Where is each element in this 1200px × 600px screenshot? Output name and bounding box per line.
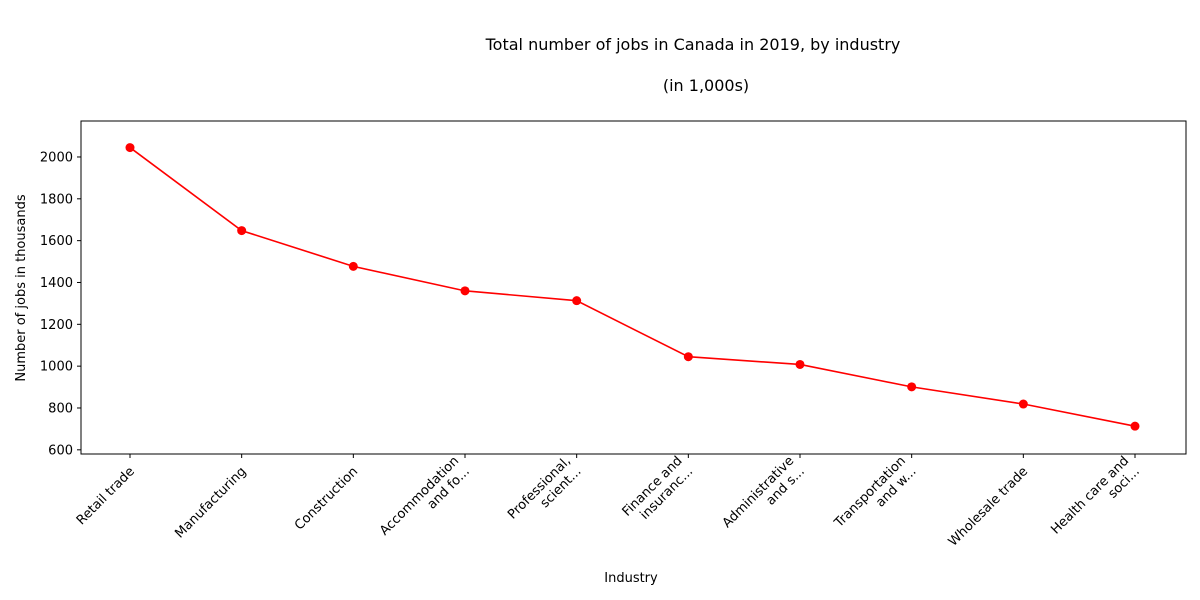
x-tick-label-line: Retail trade [74, 464, 138, 528]
y-tick-label: 1200 [40, 318, 73, 333]
x-tick-label-line: Wholesale trade [946, 464, 1031, 549]
y-axis: 600 800 1000 1200 1400 1600 1800 2000 [40, 150, 81, 458]
data-point [795, 359, 805, 369]
y-tick-label: 2000 [40, 150, 73, 165]
data-point [125, 143, 135, 153]
data-point [460, 286, 470, 296]
y-axis-label: Number of jobs in thousands [14, 194, 29, 381]
data-point [572, 296, 582, 306]
y-tick-label: 1400 [40, 276, 73, 291]
x-tick-label: Retail trade [74, 464, 138, 528]
plot-area [80, 120, 1187, 455]
x-tick-label: Finance andinsuranc... [620, 454, 697, 531]
x-tick-label: Health care andsoci... [1048, 454, 1142, 548]
data-point [907, 382, 917, 392]
y-tick-label: 1000 [40, 360, 73, 375]
data-point [683, 352, 693, 362]
series-group [125, 143, 1140, 431]
x-tick-label: Administrativeand s... [720, 454, 808, 542]
x-axis-label: Industry [604, 571, 658, 586]
series-line [129, 146, 1136, 427]
y-tick-label: 1800 [40, 192, 73, 207]
x-tick-label: Construction [292, 464, 361, 533]
y-tick-label: 600 [48, 443, 73, 458]
y-tick-label: 1600 [40, 234, 73, 249]
x-tick-label-line: Manufacturing [172, 464, 249, 541]
data-point [237, 226, 247, 236]
data-point [1130, 421, 1140, 431]
chart-title: Total number of jobs in Canada in 2019, … [485, 35, 901, 54]
x-tick-label: Manufacturing [172, 464, 249, 541]
x-tick-label: Wholesale trade [946, 464, 1031, 549]
x-tick-label-line: Construction [292, 464, 361, 533]
chart-subtitle: (in 1,000s) [663, 76, 749, 95]
x-tick-label: Transportationand w... [831, 454, 919, 542]
x-axis: Retail trade Manufacturing Construction Acc… [74, 454, 1143, 550]
y-tick-label: 800 [48, 401, 73, 416]
x-tick-label: Professional,scient... [505, 454, 584, 533]
data-point [1018, 399, 1028, 409]
x-tick-label: Accommodationand fo... [377, 454, 473, 550]
data-point [348, 261, 358, 271]
